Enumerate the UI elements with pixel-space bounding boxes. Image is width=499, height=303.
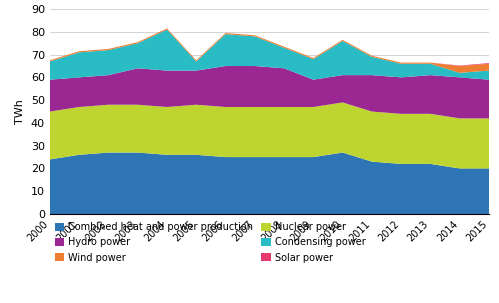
Legend: Combined heat and power production, Hydro power, Wind power, Nuclear power, Cond: Combined heat and power production, Hydr… (55, 222, 365, 263)
Y-axis label: TWh: TWh (15, 99, 25, 124)
